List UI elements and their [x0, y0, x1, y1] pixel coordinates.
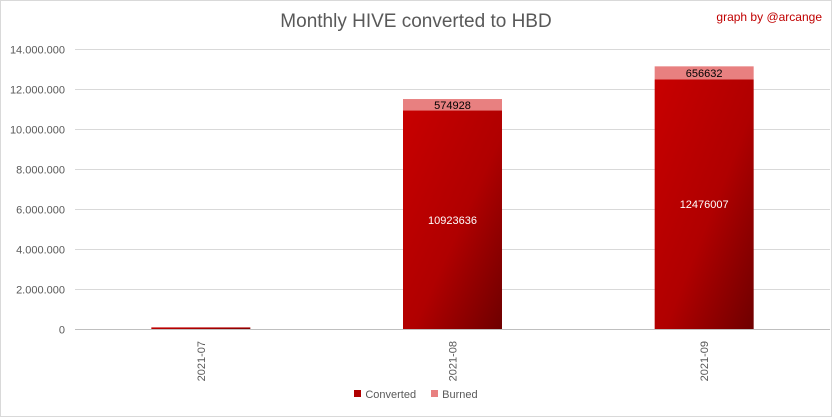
- x-axis-ticks: 2021-07 2021-08 2021-09: [196, 341, 711, 381]
- x-tick-label: 2021-09: [699, 341, 711, 381]
- y-tick-label: 2.000.000: [16, 285, 65, 297]
- bar-burned-2021-08: [403, 99, 502, 111]
- bar-burned-2021-09: [654, 66, 754, 80]
- data-label-burned: 574928: [434, 100, 471, 112]
- y-tick-label: 12.000.000: [10, 85, 65, 97]
- legend: Converted Burned: [0, 389, 832, 401]
- bar-converted-2021-09: [654, 79, 754, 329]
- x-tick-label: 2021-07: [196, 341, 208, 381]
- y-tick-label: 4.000.000: [16, 245, 65, 257]
- y-axis-ticks: 0 2.000.000 4.000.000 6.000.000 8.000.000 10.…: [10, 45, 65, 337]
- legend-label-converted: Converted: [365, 389, 417, 401]
- y-tick-label: 0: [59, 325, 65, 337]
- legend-item-converted: Converted: [354, 389, 416, 401]
- x-tick-label: 2021-08: [448, 341, 460, 381]
- data-label-converted: 10923636: [428, 215, 477, 227]
- legend-label-burned: Burned: [442, 389, 478, 401]
- chart-credit: graph by @arcange: [716, 10, 822, 24]
- legend-swatch-converted: [354, 390, 362, 397]
- y-tick-label: 10.000.000: [10, 125, 65, 137]
- bar-converted-2021-07: [151, 327, 251, 329]
- data-label-burned: 656632: [686, 68, 723, 80]
- y-tick-label: 14.000.000: [10, 45, 65, 57]
- bars: 10923636 574928 12476007 656632: [151, 66, 754, 329]
- bar-converted-2021-08: [403, 110, 502, 329]
- y-tick-label: 6.000.000: [16, 205, 65, 217]
- y-tick-label: 8.000.000: [16, 165, 65, 177]
- data-label-converted: 12476007: [680, 199, 729, 211]
- legend-item-burned: Burned: [431, 389, 478, 401]
- chart-title: Monthly HIVE converted to HBD: [280, 11, 552, 32]
- legend-swatch-burned: [431, 390, 439, 397]
